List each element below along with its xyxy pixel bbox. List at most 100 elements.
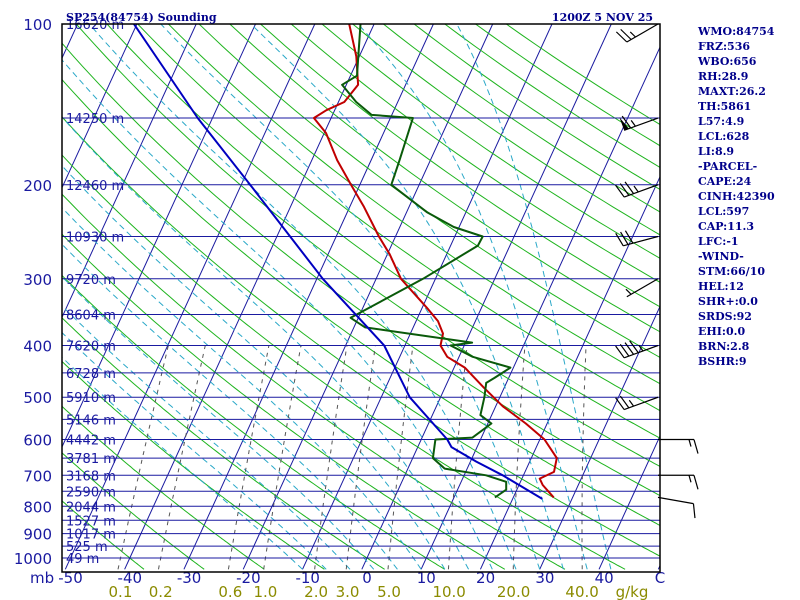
isotherm-line [242,24,494,570]
wind-barb-staff [623,184,659,198]
mixing-ratio-tick-label: 0.2 [149,583,173,600]
pressure-tick-label: 600 [23,432,52,450]
temperature-tick-label: 0 [362,569,372,587]
isotherm-line [0,24,18,569]
wind-barb-staff [626,23,659,43]
moist-adiabat-line [62,356,303,570]
isotherm-line [539,305,660,570]
wind-barb-flag [693,439,699,454]
mixing-ratio-line [227,345,270,570]
isotherm-line [479,175,660,570]
pressure-unit-label: mb [30,569,54,587]
temperature-unit-label: C [655,569,665,587]
wind-barb-staff [657,496,694,505]
wind-barb-pennant [619,117,629,131]
temperature-tick-label: -40 [118,569,143,587]
index-item: RH:28.9 [698,70,749,83]
mixing-ratio-tick-label: 2.0 [304,583,328,600]
dry-adiabat-line [321,24,660,259]
dry-adiabat-line [168,24,660,385]
sounding-profiles [133,24,558,500]
wind-barb-flag [624,181,635,194]
index-item: LCL:628 [698,130,750,143]
height-tick-label: 3168 m [66,469,116,484]
height-tick-label: 6728 m [66,367,116,382]
height-tick-label: 1017 m [66,528,116,543]
wind-barb-staff [623,117,659,131]
height-tick-label: 8604 m [66,309,116,324]
dry-adiabat-line [62,116,660,557]
height-tick-label: 2590 m [66,485,116,500]
height-tick-label: 12460 m [66,179,124,194]
moist-adiabat-line [62,116,470,570]
moist-adiabat-line [160,24,541,570]
height-tick-label: 2044 m [66,500,116,515]
wind-barb [615,181,659,198]
isotherm-line [62,24,138,189]
mixing-ratio-unit-label: g/kg [616,583,649,600]
index-item: WBO:656 [698,55,757,68]
wind-barb-flag [615,397,625,410]
wind-barb-flag [615,184,625,198]
pressure-tick-label: 300 [23,271,52,289]
index-item: LCL:597 [698,205,750,218]
wind-barb-half-flag [629,31,636,38]
wind-barb [619,115,659,131]
index-item: HEL:12 [698,280,744,293]
parcel-profile [133,24,543,500]
wind-barb-flag [615,345,625,359]
temperature-tick-label: -10 [295,569,320,587]
wind-barb-staff [623,396,659,411]
wind-barb-half-flag [638,344,644,352]
index-item: -WIND- [698,250,744,263]
isotherm-line [598,434,660,570]
index-item: EHI:0.0 [698,325,746,338]
moist-adiabat-line [456,24,612,570]
temperature-tick-label: 10 [417,569,436,587]
pressure-tick-label: 200 [23,177,52,195]
dry-adiabat-line [62,42,660,497]
moist-adiabat-line [62,305,351,570]
moist-adiabat-line [62,165,446,570]
pressure-tick-label: 100 [23,16,52,34]
pressure-tick-label: 800 [23,498,52,516]
height-tick-label: 10930 m [66,230,124,245]
height-tick-label: 9720 m [66,273,116,288]
wind-barb-half-flag [688,439,692,447]
pressure-tick-label: 400 [23,338,52,356]
observation-time: 1200Z 5 NOV 25 [552,11,653,24]
mixing-ratio-line [117,345,169,570]
isotherm-line [361,24,612,570]
index-item: MAXT:26.2 [698,85,766,98]
dry-adiabat-line [75,24,660,467]
index-item: CINH:42390 [698,190,775,203]
moist-adiabat-line [62,331,327,570]
index-item: SHR+:0.0 [698,295,758,308]
index-item: TH:5861 [698,100,752,113]
wind-barb [625,278,659,298]
wind-barb-staff [626,278,659,298]
height-tick-label: 4442 m [66,434,116,449]
wind-barb-half-flag [625,288,632,295]
wind-barbs [615,23,699,519]
wind-barb-flag [615,233,624,247]
wind-barb-flag [615,31,628,43]
dry-adiabat-line [62,405,265,570]
plot-frame [61,23,661,573]
dry-adiabat-line [62,78,660,527]
mixing-ratio-tick-label: 3.0 [336,583,360,600]
wind-barb-flag [624,230,634,244]
height-tick-label: 5910 m [66,391,116,406]
wind-barb-flag [620,231,629,245]
wind-barb-staff [623,344,659,359]
index-item: WMO:84754 [698,25,775,38]
height-tick-label: 7620 m [66,340,116,355]
wind-barb-flag [621,115,632,129]
station-title: SP254(84754) Sounding [66,11,217,24]
wind-barb-flag [620,28,632,40]
dewpoint-profile [341,24,512,499]
moist-adiabat-line [357,24,588,570]
index-item: CAP:11.3 [698,220,755,233]
mixing-ratio-line [512,345,526,570]
